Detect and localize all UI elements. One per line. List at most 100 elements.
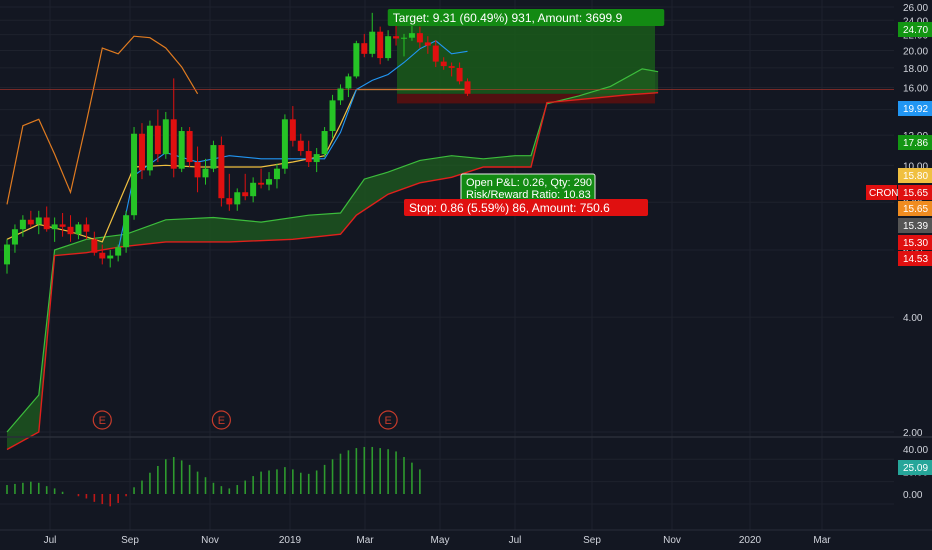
candle-body	[59, 224, 66, 227]
candle-body	[4, 244, 10, 265]
candle-body	[440, 61, 447, 67]
price-tick-label: 16.00	[903, 83, 928, 94]
price-badge-box	[898, 168, 932, 183]
price-badge-text: 19.92	[903, 104, 928, 115]
price-badge: 17.86	[898, 135, 932, 150]
candle-body	[194, 162, 201, 178]
candle-body	[266, 179, 273, 185]
price-badge: 19.92	[898, 101, 932, 116]
price-badge-box	[898, 218, 932, 233]
target-label-box[interactable]	[387, 9, 665, 26]
candle-body	[448, 66, 455, 68]
time-tick-label: Mar	[356, 535, 374, 546]
ichimoku-cloud	[7, 68, 659, 450]
earnings-icon[interactable]	[378, 410, 398, 430]
candle-body	[218, 145, 225, 199]
candle-body	[138, 133, 145, 171]
price-tick-label: 10.00	[903, 161, 928, 172]
target-label[interactable]: Target: 9.31 (60.49%) 931, Amount: 3699.…	[387, 9, 665, 26]
candle-body	[321, 131, 328, 155]
price-badge: 14.53	[898, 251, 932, 266]
time-tick-label: 2019	[279, 535, 302, 546]
price-badge-text: 15.39	[903, 221, 928, 232]
candle-body	[186, 131, 193, 163]
price-badge-text: 24.70	[903, 25, 928, 36]
earnings-marker[interactable]: E	[211, 410, 231, 430]
stop-label-text: Stop: 0.86 (5.59%) 86, Amount: 750.6	[409, 201, 610, 215]
time-tick-label: Nov	[201, 535, 219, 546]
candle-body	[377, 31, 384, 59]
earnings-label: E	[218, 415, 225, 427]
oscillator-badge: 25.09	[898, 460, 932, 475]
candle-body	[91, 239, 98, 253]
candle-body	[210, 145, 217, 169]
earnings-icon[interactable]	[92, 410, 112, 430]
candle-body	[27, 219, 34, 225]
price-badge: 24.70	[898, 22, 932, 37]
candle-body	[313, 154, 320, 163]
candle-body	[250, 182, 257, 197]
price-badge: 15.65	[898, 201, 932, 216]
candle-body	[178, 131, 185, 169]
candle-body	[258, 182, 265, 185]
candle-body	[43, 217, 50, 230]
candle-body	[329, 100, 336, 132]
candle-body	[242, 192, 249, 197]
candle-body	[345, 76, 352, 89]
earnings-marker[interactable]: E	[378, 410, 398, 430]
candle-body	[115, 247, 122, 256]
price-badge-text: 15.80	[903, 171, 928, 182]
earnings-icon[interactable]	[211, 410, 231, 430]
time-tick-label: 2020	[739, 535, 762, 546]
price-tick-label: 2.00	[903, 428, 923, 439]
price-badge-text: 17.86	[903, 138, 928, 149]
stop-zone[interactable]	[397, 93, 655, 104]
earnings-marker[interactable]: E	[92, 410, 112, 430]
candle-body	[11, 229, 18, 245]
price-tick-label: 20.00	[903, 46, 928, 57]
candle-body	[131, 133, 138, 216]
price-badge-box	[898, 22, 932, 37]
price-badge-box	[898, 201, 932, 216]
candle-body	[353, 43, 360, 77]
candle-body	[424, 42, 431, 46]
senkou-span-a-line	[6, 68, 659, 433]
symbol-tag-box[interactable]	[866, 185, 897, 200]
symbol-tag[interactable]: CRON	[866, 185, 898, 200]
candle-body	[408, 33, 415, 38]
target-zone[interactable]	[397, 15, 655, 94]
candle-body	[281, 119, 288, 169]
candle-body	[393, 36, 400, 39]
candle-body	[273, 168, 280, 180]
candle-body	[337, 88, 344, 101]
oscillator-tick-label: 40.00	[903, 445, 928, 456]
price-badge-box	[898, 235, 932, 250]
candle-body	[19, 219, 26, 230]
price-axis[interactable]: 26.0024.0022.0020.0018.0016.0014.0012.00…	[894, 0, 932, 439]
candle-body	[361, 43, 368, 54]
candle-body	[416, 33, 423, 43]
earnings-label: E	[384, 415, 391, 427]
time-tick-label: Mar	[813, 535, 831, 546]
time-tick-label: Nov	[663, 535, 681, 546]
time-tick-label: Jul	[509, 535, 522, 546]
candle-body	[289, 119, 296, 141]
candle-body	[75, 224, 82, 235]
time-tick-label: Sep	[121, 535, 139, 546]
symbol-tag-text: CRON	[869, 188, 898, 199]
candle-body	[170, 119, 177, 169]
stop-label-box[interactable]	[404, 199, 648, 216]
price-badge-box	[898, 185, 932, 200]
candle-body	[83, 224, 90, 232]
price-badge: 15.80	[898, 168, 932, 183]
stop-label[interactable]: Stop: 0.86 (5.59%) 86, Amount: 750.6	[404, 199, 648, 216]
candle-body	[401, 37, 407, 39]
candle-body	[432, 45, 439, 62]
price-badge-box	[898, 135, 932, 150]
price-tick-label: 26.00	[903, 3, 928, 14]
time-tick-label: Jul	[44, 535, 57, 546]
time-axis[interactable]: Jul Sep Nov 2019 Mar May Jul Sep Nov 2020 Mar	[0, 529, 932, 546]
